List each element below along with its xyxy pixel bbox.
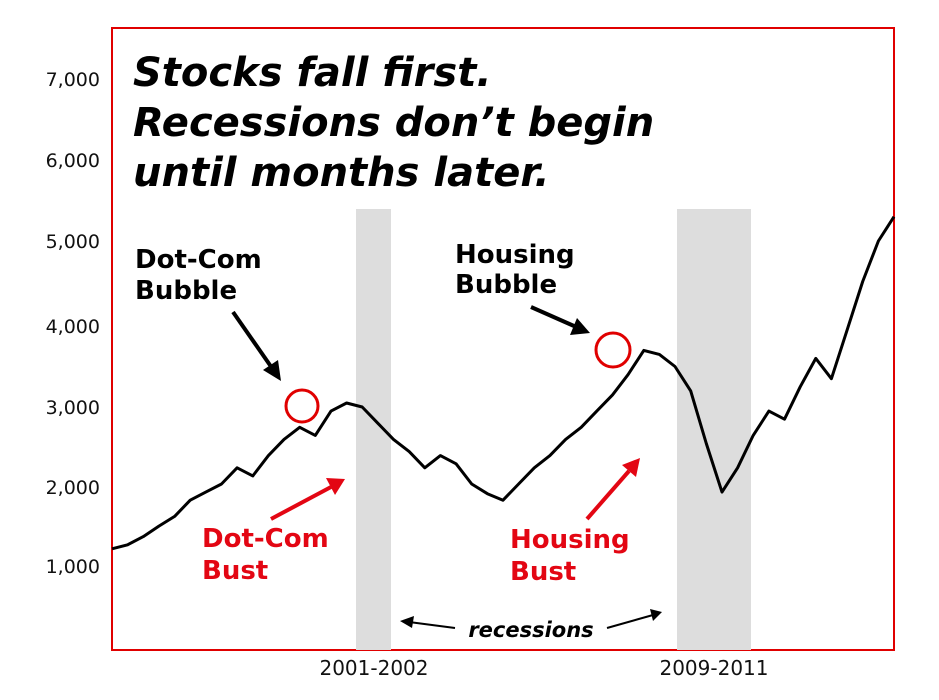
housing-bubble-label-2: Bubble — [455, 270, 557, 300]
housing-bubble-arrow — [530, 305, 590, 335]
y-tick-label: 3,000 — [46, 397, 100, 419]
housing-bubble-label-1: Housing — [455, 240, 575, 270]
dotcom-bust-label-1: Dot-Com — [202, 524, 329, 554]
y-tick-label: 6,000 — [46, 150, 100, 172]
housing-bust-label-2: Bust — [510, 557, 576, 587]
y-tick-label: 2,000 — [46, 477, 100, 499]
title-line-2: Recessions don’t begin — [133, 100, 654, 146]
dotcom-bubble-label-1: Dot-Com — [135, 245, 262, 275]
y-tick-label: 4,000 — [46, 316, 100, 338]
housing-bust-arrow — [585, 458, 640, 521]
title-line-3: until months later. — [133, 150, 550, 196]
dotcom-bust-label-2: Bust — [202, 556, 268, 586]
dotcom-peak-circle — [284, 388, 320, 424]
chart-title: Stocks fall first. Recessions don’t begi… — [133, 50, 654, 196]
recessions-label: recessions — [468, 618, 593, 642]
dotcom-bubble-label-2: Bubble — [135, 276, 237, 306]
plot-frame — [111, 27, 895, 651]
dotcom-bubble-arrow — [231, 310, 281, 381]
y-tick-label: 5,000 — [46, 231, 100, 253]
y-tick-label: 7,000 — [46, 69, 100, 91]
x-label-2009-2011: 2009-2011 — [659, 656, 768, 680]
title-line-1: Stocks fall first. — [133, 50, 492, 96]
y-axis: 1,000 2,000 3,000 4,000 5,000 6,000 7,00… — [46, 69, 100, 578]
dotcom-bust-arrow — [270, 478, 345, 521]
recessions-arrow — [400, 609, 662, 629]
x-label-2001-2002: 2001-2002 — [319, 656, 428, 680]
series-line — [111, 215, 896, 551]
y-tick-label: 1,000 — [46, 556, 100, 578]
recession-band-2009-2011 — [677, 209, 751, 650]
housing-bust-label-1: Housing — [510, 525, 630, 555]
housing-peak-circle — [594, 331, 632, 369]
